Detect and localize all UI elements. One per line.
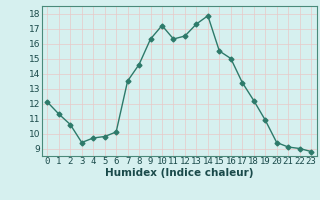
X-axis label: Humidex (Indice chaleur): Humidex (Indice chaleur) (105, 168, 253, 178)
